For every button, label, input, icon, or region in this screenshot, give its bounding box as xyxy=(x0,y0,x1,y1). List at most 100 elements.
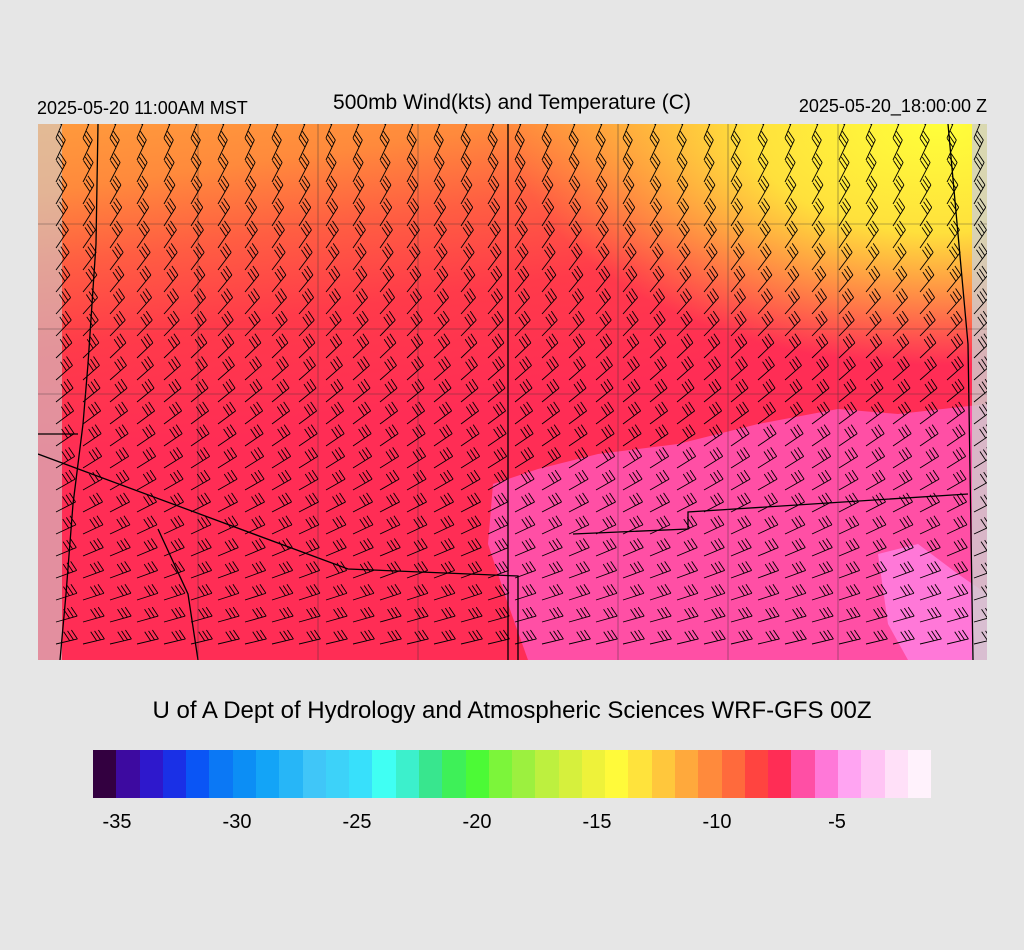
wind-barb xyxy=(298,447,319,469)
wind-barb xyxy=(676,629,699,645)
wind-barb xyxy=(730,469,751,491)
wind-barb xyxy=(838,492,859,513)
wind-barb xyxy=(541,310,558,337)
wind-barb xyxy=(271,153,283,183)
wind-barb xyxy=(271,606,294,623)
wind-barb xyxy=(919,606,942,623)
wind-barb xyxy=(784,124,792,139)
wind-barb xyxy=(163,469,184,491)
wind-barb xyxy=(460,124,468,139)
wind-barb xyxy=(649,265,665,293)
wind-barb xyxy=(325,447,346,469)
wind-barb xyxy=(136,198,150,227)
wind-barb xyxy=(514,629,537,645)
wind-barb xyxy=(919,310,936,337)
colorbar-swatch xyxy=(698,750,722,798)
wind-barb xyxy=(244,243,259,271)
wind-barb xyxy=(109,220,123,249)
wind-barb xyxy=(973,310,987,337)
wind-barb xyxy=(82,153,94,183)
wind-barb xyxy=(460,310,477,337)
wind-barb xyxy=(271,310,288,337)
wind-barb xyxy=(298,153,310,183)
wind-barb xyxy=(136,629,159,645)
wind-barb xyxy=(406,310,423,337)
wind-barb xyxy=(244,492,265,513)
colorbar-swatch xyxy=(279,750,303,798)
wind-barb xyxy=(676,175,689,205)
wind-barb xyxy=(136,310,153,337)
wind-barb xyxy=(622,310,639,337)
wind-barb xyxy=(784,401,804,425)
wind-barb xyxy=(163,583,186,601)
wind-barb xyxy=(757,629,780,645)
wind-barb xyxy=(136,583,159,601)
wind-barb xyxy=(217,583,240,601)
wind-barb xyxy=(487,606,510,623)
wind-barb xyxy=(676,515,698,535)
wind-barb xyxy=(973,585,987,601)
wind-barb xyxy=(487,401,507,425)
wind-barb xyxy=(973,175,986,205)
wind-barb xyxy=(433,243,448,271)
wind-barb xyxy=(622,333,640,359)
wind-barb xyxy=(676,356,694,381)
wind-barb xyxy=(190,356,208,381)
wind-barb xyxy=(892,356,910,381)
wind-barb xyxy=(865,265,881,293)
wind-barb xyxy=(379,153,391,183)
wind-barb xyxy=(55,198,69,227)
wind-barb xyxy=(730,356,748,381)
wind-barb xyxy=(730,515,752,535)
wind-barb xyxy=(406,378,425,403)
wind-barb xyxy=(892,583,915,601)
wind-barb xyxy=(514,356,532,381)
wind-barb xyxy=(514,220,528,249)
wind-barb xyxy=(514,424,534,447)
wind-barb xyxy=(190,333,208,359)
wind-barb xyxy=(568,606,591,623)
wind-barb xyxy=(595,583,618,601)
wind-barb xyxy=(757,288,773,315)
temperature-colorbar xyxy=(93,750,932,798)
wind-barb xyxy=(811,583,834,601)
wind-barb xyxy=(271,561,294,579)
wind-barb xyxy=(325,378,344,403)
wind-barb xyxy=(487,515,509,535)
wind-barb xyxy=(541,469,562,491)
colorbar-swatch xyxy=(395,750,419,798)
wind-barb xyxy=(892,469,913,491)
wind-barb xyxy=(757,378,776,403)
wind-barb xyxy=(55,333,73,359)
wind-barb xyxy=(784,469,805,491)
wind-barb xyxy=(217,288,233,315)
wind-barb xyxy=(622,265,638,293)
wind-barb xyxy=(433,515,455,535)
wind-barb xyxy=(163,606,186,623)
wind-barb xyxy=(757,153,769,183)
wind-barb xyxy=(622,401,642,425)
wind-barb xyxy=(55,583,78,601)
wind-barb xyxy=(676,424,696,447)
wind-barb xyxy=(919,153,931,183)
wind-barb xyxy=(460,265,476,293)
wind-barb xyxy=(838,265,854,293)
wind-barb xyxy=(622,243,637,271)
wind-barb xyxy=(109,561,132,579)
wind-barb xyxy=(244,356,262,381)
wind-barb xyxy=(433,538,455,557)
wind-barb xyxy=(406,265,422,293)
wind-barb xyxy=(811,130,822,161)
wind-barb xyxy=(649,469,670,491)
wind-barb xyxy=(541,288,557,315)
wind-barb xyxy=(82,378,101,403)
wind-barb xyxy=(271,583,294,601)
wind-barb xyxy=(757,515,779,535)
wind-barb xyxy=(406,130,417,161)
wind-barb xyxy=(433,288,449,315)
wind-barb xyxy=(946,469,967,491)
wind-barb xyxy=(352,424,372,447)
wind-barb xyxy=(487,265,503,293)
wind-barb xyxy=(595,606,618,623)
wind-barb xyxy=(109,629,132,645)
